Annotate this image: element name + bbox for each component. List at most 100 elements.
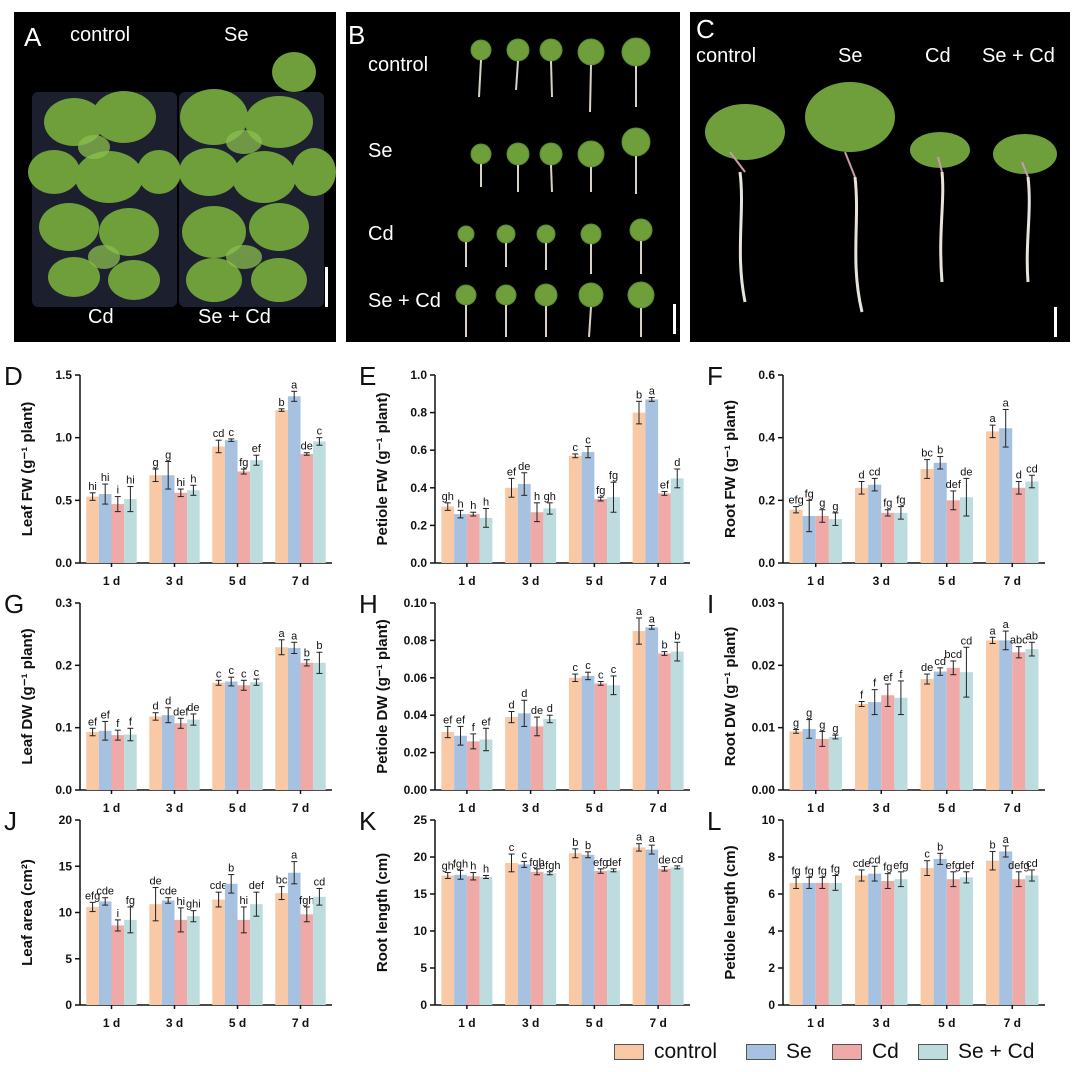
significance-letter-h: d (521, 688, 527, 700)
y-tick-label-d: 0.0 (55, 556, 72, 570)
y-axis-label-k: Root length (cm) (374, 853, 391, 972)
panel-letter-k: K (359, 806, 377, 836)
significance-letter-i: f (860, 689, 864, 701)
legend-swatch-se-cd (918, 1044, 948, 1060)
significance-letter-g: c (216, 668, 222, 680)
significance-letter-h: ef (443, 714, 453, 726)
bar-l (881, 881, 895, 1005)
significance-letter-k: b (572, 837, 578, 849)
y-tick-label-i: 0.02 (752, 658, 776, 672)
significance-letter-j: cde (159, 886, 177, 898)
significance-letter-l: c (924, 849, 930, 861)
bar-l (855, 875, 869, 1005)
bar-i (855, 703, 869, 790)
bar-f (1012, 487, 1026, 563)
significance-letter-e: b (636, 389, 642, 401)
bar-e (517, 484, 531, 563)
scale-bar (673, 304, 676, 334)
bar-j (300, 914, 314, 1005)
x-tick-label-d: 1 d (103, 574, 120, 588)
bar-k (607, 870, 620, 1005)
bar-i (1025, 649, 1039, 790)
bar-f (789, 509, 803, 563)
significance-letter-g: f (116, 718, 120, 730)
panel-letter-i: I (707, 589, 714, 619)
significance-letter-i: de (921, 662, 933, 674)
significance-letter-d: h (190, 473, 196, 485)
significance-letter-l: fg (831, 864, 840, 876)
significance-letter-f: b (937, 444, 943, 456)
significance-letter-j: cd (314, 876, 326, 888)
bar-i (868, 702, 882, 790)
bar-l (802, 882, 816, 1005)
bar-k (632, 847, 646, 1005)
bar-f (920, 469, 934, 563)
y-tick-label-e: 0.8 (410, 406, 427, 420)
y-axis-label-d: Leaf FW (g⁻¹ plant) (19, 402, 36, 537)
legend-label-se: Se (786, 1040, 812, 1063)
bar-l (1012, 879, 1026, 1005)
bar-i (894, 697, 908, 790)
significance-letter-e: gh (442, 491, 454, 503)
significance-letter-g: c (254, 667, 260, 679)
significance-letter-i: g (819, 719, 825, 731)
x-tick-label-k: 7 d (649, 1016, 666, 1030)
significance-letter-g: b (316, 640, 322, 652)
bar-i (789, 731, 803, 790)
significance-letter-j: cde (210, 880, 228, 892)
bar-d (237, 471, 251, 563)
photo-c-label-cd: Cd (925, 45, 951, 67)
y-tick-label-g: 0.2 (55, 658, 72, 672)
y-tick-label-l: 0 (768, 998, 775, 1012)
significance-letter-e: de (518, 461, 530, 473)
significance-letter-d: fg (239, 457, 248, 469)
bar-e (594, 499, 608, 563)
x-tick-label-h: 3 d (522, 801, 539, 815)
bar-l (986, 860, 1000, 1005)
significance-letter-l: defg (1008, 860, 1029, 872)
photo-panel-b: B control Se Cd Se + Cd (346, 12, 680, 342)
x-tick-label-j: 1 d (103, 1016, 120, 1030)
x-tick-label-h: 7 d (649, 801, 666, 815)
bar-h (632, 631, 646, 790)
significance-letter-f: fg (896, 495, 905, 507)
y-tick-label-h: 0.04 (404, 708, 428, 722)
x-tick-label-f: 3 d (873, 574, 890, 588)
significance-letter-g: de (187, 702, 199, 714)
significance-letter-i: a (990, 625, 997, 637)
y-tick-label-f: 0.4 (758, 431, 775, 445)
significance-letter-e: c (585, 434, 591, 446)
significance-letter-j: i (117, 908, 119, 920)
bar-h (568, 677, 582, 790)
significance-letter-l: def (959, 860, 975, 872)
bar-e (505, 487, 518, 563)
significance-letter-k: gh (442, 861, 454, 873)
significance-letter-h: c (573, 662, 579, 674)
x-tick-label-h: 1 d (458, 801, 475, 815)
y-tick-label-h: 0.06 (404, 671, 428, 685)
x-tick-label-j: 5 d (229, 1016, 246, 1030)
bar-d (149, 475, 162, 563)
x-tick-label-g: 5 d (229, 801, 246, 815)
significance-letter-i: f (873, 678, 877, 690)
bar-e (632, 412, 646, 563)
photo-b-label-se: Se (368, 140, 393, 162)
y-tick-label-h: 0.00 (404, 783, 428, 797)
significance-letter-l: efg (893, 860, 908, 872)
bar-h (607, 685, 620, 790)
bar-d (124, 499, 137, 563)
significance-letter-d: ef (252, 443, 262, 455)
bar-h (543, 718, 557, 790)
bar-g (86, 732, 99, 790)
y-tick-label-h: 0.02 (404, 746, 428, 760)
x-tick-label-d: 5 d (229, 574, 246, 588)
y-tick-label-k: 25 (414, 813, 428, 827)
bar-k (543, 873, 557, 1005)
significance-letter-d: a (291, 379, 298, 391)
panel-letter-a: A (24, 22, 42, 52)
y-axis-label-j: Leaf area (cm²) (19, 859, 36, 966)
bar-g (275, 647, 288, 790)
bar-l (1025, 875, 1039, 1005)
x-tick-label-g: 7 d (292, 801, 309, 815)
significance-letter-h: c (585, 660, 591, 672)
